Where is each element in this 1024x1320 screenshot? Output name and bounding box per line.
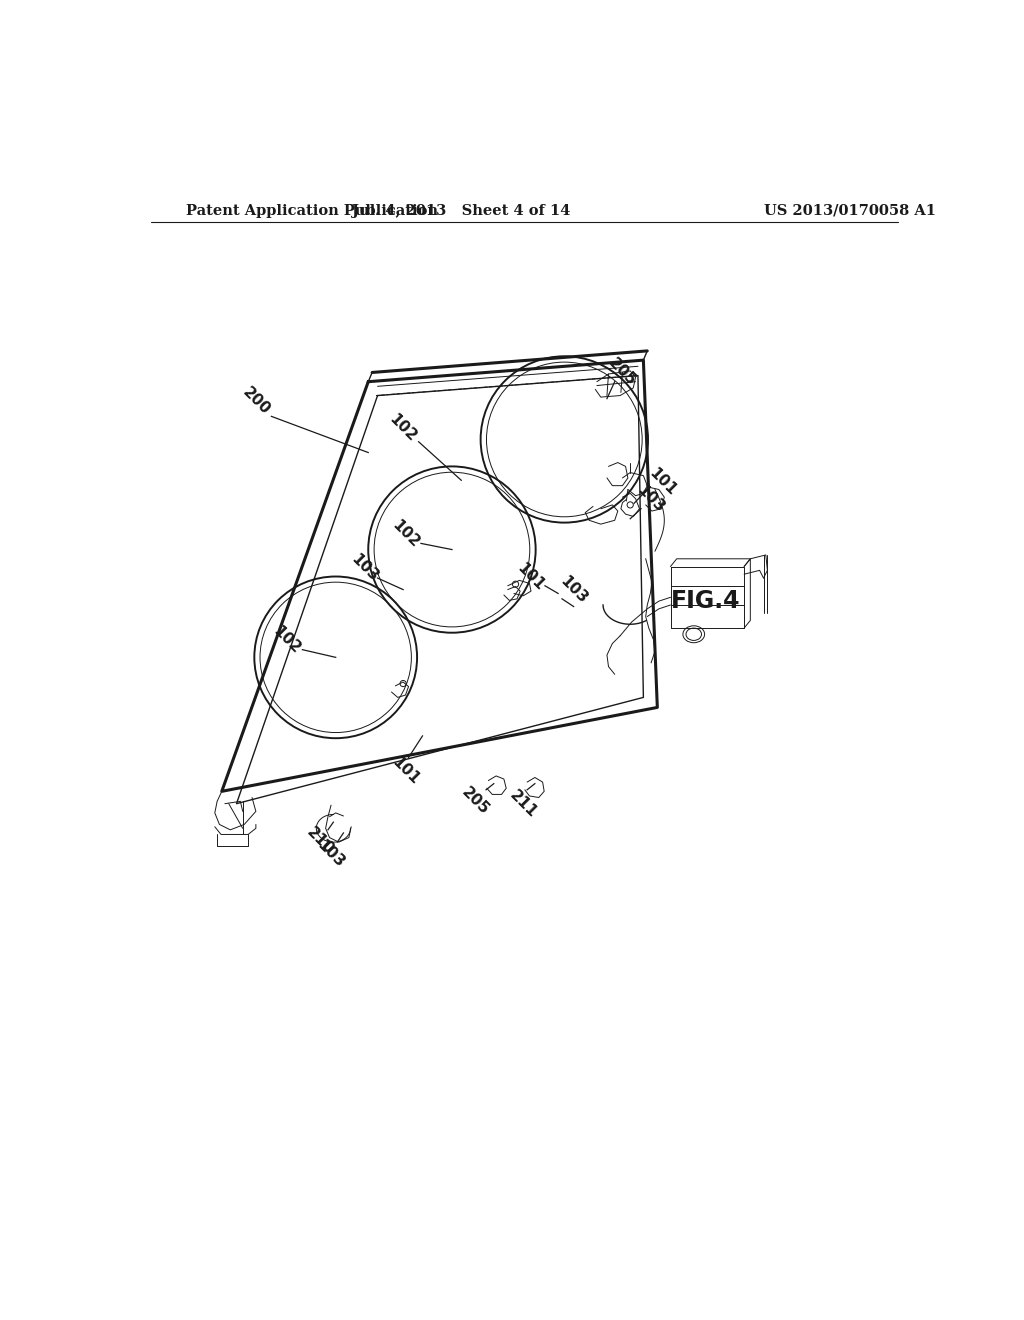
Text: 103: 103 bbox=[314, 837, 347, 870]
Text: US 2013/0170058 A1: US 2013/0170058 A1 bbox=[764, 203, 936, 218]
Text: 210: 210 bbox=[304, 825, 337, 858]
Text: 200: 200 bbox=[240, 384, 272, 417]
Text: Jul. 4, 2013   Sheet 4 of 14: Jul. 4, 2013 Sheet 4 of 14 bbox=[352, 203, 570, 218]
Text: 103: 103 bbox=[557, 573, 590, 606]
Text: 101: 101 bbox=[514, 560, 548, 593]
Text: 103: 103 bbox=[635, 483, 668, 516]
Text: Patent Application Publication: Patent Application Publication bbox=[186, 203, 438, 218]
Text: 102: 102 bbox=[389, 517, 422, 550]
Text: 102: 102 bbox=[386, 412, 420, 445]
Text: 101: 101 bbox=[389, 754, 422, 787]
Text: 205: 205 bbox=[606, 356, 639, 389]
Text: FIG.4: FIG.4 bbox=[671, 589, 740, 614]
Text: 205: 205 bbox=[459, 784, 492, 818]
Text: 102: 102 bbox=[270, 623, 303, 656]
Text: 211: 211 bbox=[507, 787, 540, 820]
Text: 101: 101 bbox=[646, 466, 679, 498]
Text: 103: 103 bbox=[348, 552, 381, 585]
